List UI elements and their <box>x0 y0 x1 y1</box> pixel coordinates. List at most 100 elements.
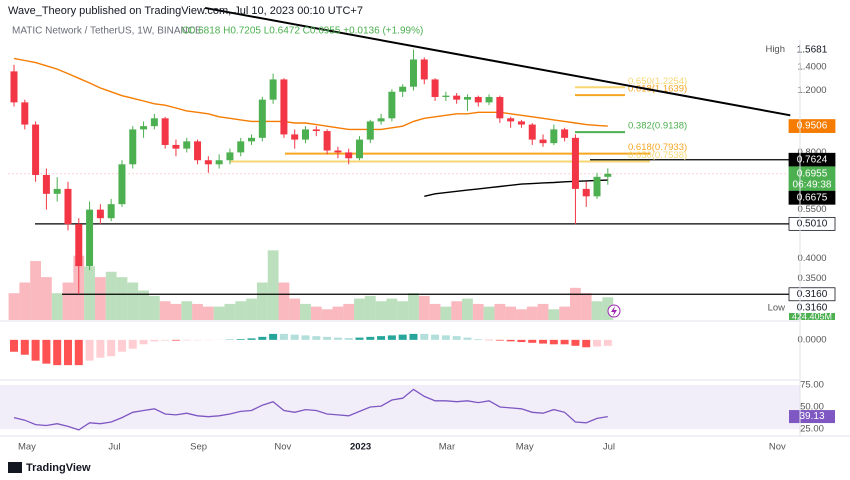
macd-bar <box>560 339 569 345</box>
volume-area <box>94 277 106 320</box>
macd-bar <box>366 336 375 340</box>
rsi-band <box>0 385 800 429</box>
volume-area <box>62 282 74 320</box>
candle-body <box>150 118 158 127</box>
candle-body <box>582 188 590 197</box>
volume-area <box>267 250 279 320</box>
macd-bar <box>290 334 299 340</box>
volume-area <box>256 282 268 320</box>
macd-bar <box>42 339 51 364</box>
candle-body <box>496 96 504 119</box>
volume-area <box>138 290 149 320</box>
candle-body <box>258 99 266 138</box>
volume-area <box>40 277 52 320</box>
volume-area <box>354 298 365 320</box>
volume-area <box>580 293 592 320</box>
macd-bar <box>452 336 461 340</box>
candle-body <box>10 71 18 103</box>
volume-label-box <box>789 313 835 320</box>
volume-area <box>559 306 571 320</box>
candle-body <box>53 188 61 194</box>
volume-area <box>505 306 517 320</box>
macd-bar <box>139 339 148 345</box>
candle-body <box>399 86 407 92</box>
x-tick-label: Sep <box>190 442 207 453</box>
candle-body <box>21 102 29 125</box>
price-label: 0.3160 <box>797 302 828 313</box>
macd-bar <box>301 335 310 340</box>
macd-tick-label: 0.0000 <box>797 334 826 345</box>
candle-body <box>485 96 493 103</box>
price-label-name: High <box>765 44 785 55</box>
rsi-value-label: 39.13 <box>799 411 824 422</box>
candle-body <box>96 209 104 219</box>
volume-area <box>483 306 495 320</box>
macd-bar <box>312 336 321 340</box>
volume-area <box>170 303 182 320</box>
macd-bar <box>528 339 537 343</box>
volume-area <box>343 303 355 320</box>
candle-body <box>355 139 363 159</box>
candle-body <box>291 134 299 140</box>
volume-area <box>332 306 344 320</box>
macd-bar <box>549 339 558 345</box>
volume-area <box>408 293 419 320</box>
candle-body <box>248 137 256 142</box>
volume-area <box>224 303 236 320</box>
volume-area <box>429 303 441 320</box>
x-tick-label: Nov <box>274 442 291 453</box>
rsi-tick-label: 75.00 <box>800 380 824 391</box>
volume-area <box>148 295 160 320</box>
fib-label: 0.618(0.7933) <box>628 142 687 153</box>
candle-body <box>420 59 428 80</box>
macd-bar <box>463 337 472 340</box>
candle-body <box>528 124 536 140</box>
macd-bar <box>474 339 483 340</box>
candle-body <box>593 176 601 197</box>
y-tick-label: 0.8000 <box>797 147 826 158</box>
candle-body <box>561 129 569 138</box>
volume-area <box>289 298 301 320</box>
volume-area <box>278 282 290 320</box>
ohlc-summary: O0.6818 H0.7205 L0.6472 C0.6955 +0.0136 … <box>182 26 423 37</box>
macd-bar <box>74 339 83 366</box>
volume-area <box>440 306 452 320</box>
candle-body <box>474 96 482 103</box>
price-label: 0.7624 <box>797 154 828 165</box>
macd-bar <box>344 338 353 340</box>
macd-bar <box>182 339 191 341</box>
fib-label: 0.650(1.2254) <box>628 76 687 87</box>
y-tick-label: 0.4000 <box>797 253 826 264</box>
volume-area <box>213 306 225 320</box>
candle-body <box>75 224 83 267</box>
volume-area <box>472 303 484 320</box>
macd-bar <box>20 339 29 355</box>
macd-bar <box>279 333 288 340</box>
volume-area <box>19 282 31 320</box>
macd-bar <box>171 339 180 341</box>
candle-body <box>161 118 169 145</box>
volume-area <box>181 301 193 320</box>
volume-area <box>321 309 333 320</box>
x-tick-label: Nov <box>769 442 786 453</box>
macd-bar <box>603 339 612 346</box>
volume-label: 424.405M <box>792 311 832 321</box>
price-label-name: Low <box>768 302 786 313</box>
macd-bar <box>506 339 515 342</box>
symbol-title: MATIC Network / TetherUS, 1W, BINANCE <box>12 26 202 37</box>
publisher: Wave_Theory published on TradingView.com… <box>8 5 363 17</box>
candle-body <box>183 141 191 149</box>
y-tick-label: 0.5500 <box>797 204 826 215</box>
trendline <box>204 6 791 117</box>
volume-area <box>105 271 117 320</box>
candle-body <box>86 209 94 267</box>
volume-area <box>246 298 257 320</box>
macd-bar <box>161 339 170 341</box>
volume-area <box>375 301 387 320</box>
x-tick-label: Jul <box>108 442 120 453</box>
fib-label: 0.650(0.7538) <box>628 150 687 161</box>
volume-area <box>397 301 409 320</box>
volume-area <box>30 261 41 320</box>
